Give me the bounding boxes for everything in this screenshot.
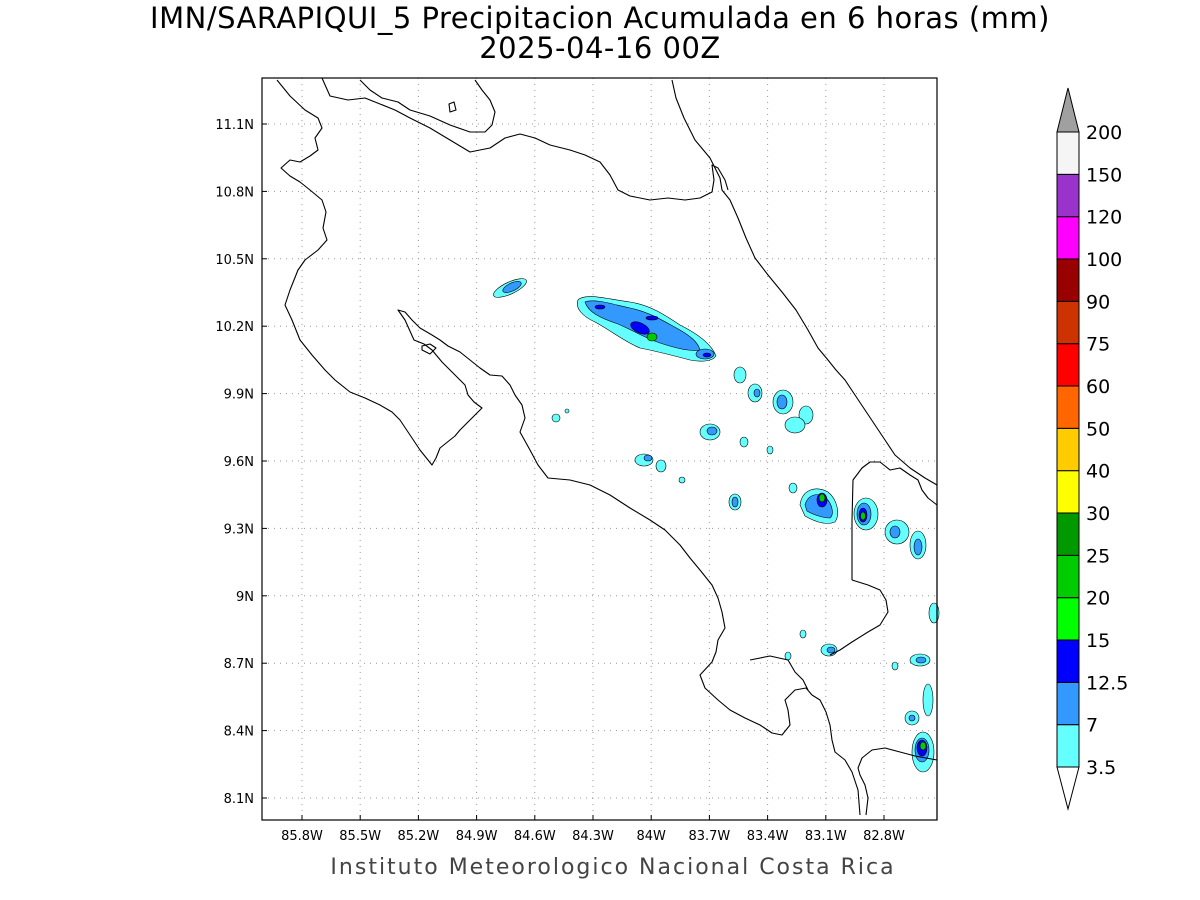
precip-cell (766, 445, 774, 455)
colorbar-level-label: 60 (1086, 376, 1110, 398)
lat-tick-label: 8.7N (224, 657, 254, 672)
precip-cell (913, 538, 923, 556)
precip-cell (678, 476, 686, 484)
lat-tick-label: 10.5N (215, 253, 254, 268)
precip-cell (908, 714, 916, 722)
colorbar-swatch (1056, 300, 1080, 345)
colorbar-swatch (1056, 597, 1080, 641)
precip-cell (630, 321, 650, 335)
precip-cell (784, 651, 792, 661)
colorbar-swatch (1056, 724, 1080, 768)
lat-tick-label: 9N (236, 590, 254, 605)
colorbar-level-label: 15 (1086, 630, 1110, 652)
precip-contours (493, 278, 940, 773)
map-frame (261, 77, 938, 821)
precip-core (919, 741, 927, 751)
map-panel (261, 77, 940, 821)
lon-tick-label: 84.6W (514, 829, 556, 844)
map-title: IMN/SARAPIQUI_5 Precipitacion Acumulada … (150, 1, 1050, 35)
precip-cell (889, 525, 901, 539)
lon-tick-label: 84.3W (572, 829, 614, 844)
colorbar-level-label: 150 (1086, 164, 1122, 186)
graticule (262, 78, 937, 820)
lat-tick-label: 9.6N (224, 455, 254, 470)
colorbar-level-label: 40 (1086, 461, 1110, 483)
precip-cell (551, 413, 561, 423)
precip-cell (655, 459, 667, 473)
colorbar-swatch (1056, 470, 1080, 514)
colorbar-level-label: 200 (1086, 122, 1122, 144)
precip-cell (706, 426, 718, 436)
colorbar-swatch (1056, 554, 1080, 599)
colorbar-level-label: 75 (1086, 334, 1110, 356)
colorbar-level-label: 50 (1086, 418, 1110, 440)
colorbar-lower-arrow (1056, 766, 1080, 811)
colorbar-swatch (1056, 216, 1080, 260)
colorbar-level-label: 100 (1086, 249, 1122, 271)
precip-cell (922, 683, 934, 717)
colorbar-swatch (1056, 343, 1080, 387)
colorbar-legend: 3.5 7 12.5 15 20 25 30 40 50 60 75 90 100 120 150 200 (1056, 87, 1128, 811)
lat-tick-label: 8.1N (224, 792, 254, 807)
credit-footer: Instituto Meteorologico Nacional Costa R… (330, 855, 896, 880)
precip-cell (594, 304, 606, 310)
precip-cell (739, 436, 749, 448)
lon-tick-label: 83.7W (688, 829, 730, 844)
precip-cell (731, 496, 739, 508)
lon-tick-label: 83.1W (805, 829, 847, 844)
precip-cell (826, 646, 836, 654)
precip-cell (891, 661, 899, 671)
precip-cell (733, 366, 747, 384)
colorbar-level-label: 25 (1086, 545, 1110, 567)
precip-core (818, 493, 826, 503)
lat-tick-label: 9.3N (224, 522, 254, 537)
colorbar-upper-arrow (1056, 87, 1080, 133)
colorbar-level-label: 90 (1086, 291, 1110, 313)
precip-cell (645, 315, 659, 321)
lat-tick-label: 10.8N (215, 185, 254, 200)
precip-core (646, 332, 658, 342)
colorbar-swatch (1056, 681, 1080, 726)
colorbar-swatch (1056, 131, 1080, 175)
precip-cell (643, 454, 653, 462)
lat-tick-label: 9.9N (224, 388, 254, 403)
latitude-axis: 11.1N 10.8N 10.5N 10.2N 9.9N 9.6N 9.3N 9N 8.7N 8.… (215, 118, 267, 807)
precip-cell (564, 408, 570, 414)
lon-tick-label: 85.8W (281, 829, 323, 844)
precip-cell (776, 394, 788, 410)
precip-cell (788, 482, 798, 494)
precip-cell (799, 629, 807, 639)
colorbar-swatch (1056, 385, 1080, 429)
colorbar-swatch (1056, 427, 1080, 472)
precip-cell (915, 656, 927, 664)
colorbar-swatch (1056, 173, 1080, 218)
lat-tick-label: 10.2N (215, 320, 254, 335)
precip-core (860, 511, 866, 521)
precip-cell (502, 281, 522, 293)
lon-tick-label: 85.2W (397, 829, 439, 844)
precip-cell (702, 352, 712, 358)
colorbar-level-label: 20 (1086, 588, 1110, 610)
lon-tick-label: 83.4W (747, 829, 789, 844)
colorbar-level-label: 3.5 (1086, 757, 1116, 779)
colorbar-level-label: 12.5 (1086, 672, 1128, 694)
lon-tick-label: 82.8W (863, 829, 905, 844)
colorbar-level-label: 120 (1086, 207, 1122, 229)
colorbar-swatch (1056, 639, 1080, 683)
lon-tick-label: 84.9W (456, 829, 498, 844)
longitude-axis: 85.8W 85.5W 85.2W 84.9W 84.6W 84.3W 84W 83.7W 83… (281, 815, 905, 844)
colorbar-level-label: 30 (1086, 503, 1110, 525)
lat-tick-label: 8.4N (224, 725, 254, 740)
colorbar-swatch (1056, 258, 1080, 302)
lon-tick-label: 85.5W (339, 829, 381, 844)
map-subtitle-datetime: 2025-04-16 00Z (479, 31, 721, 65)
lon-tick-label: 84W (636, 829, 666, 844)
colorbar-swatch (1056, 512, 1080, 556)
precip-cell (784, 416, 806, 434)
lat-tick-label: 11.1N (215, 118, 254, 133)
colorbar-level-label: 7 (1086, 715, 1098, 737)
precip-cell (753, 388, 761, 398)
